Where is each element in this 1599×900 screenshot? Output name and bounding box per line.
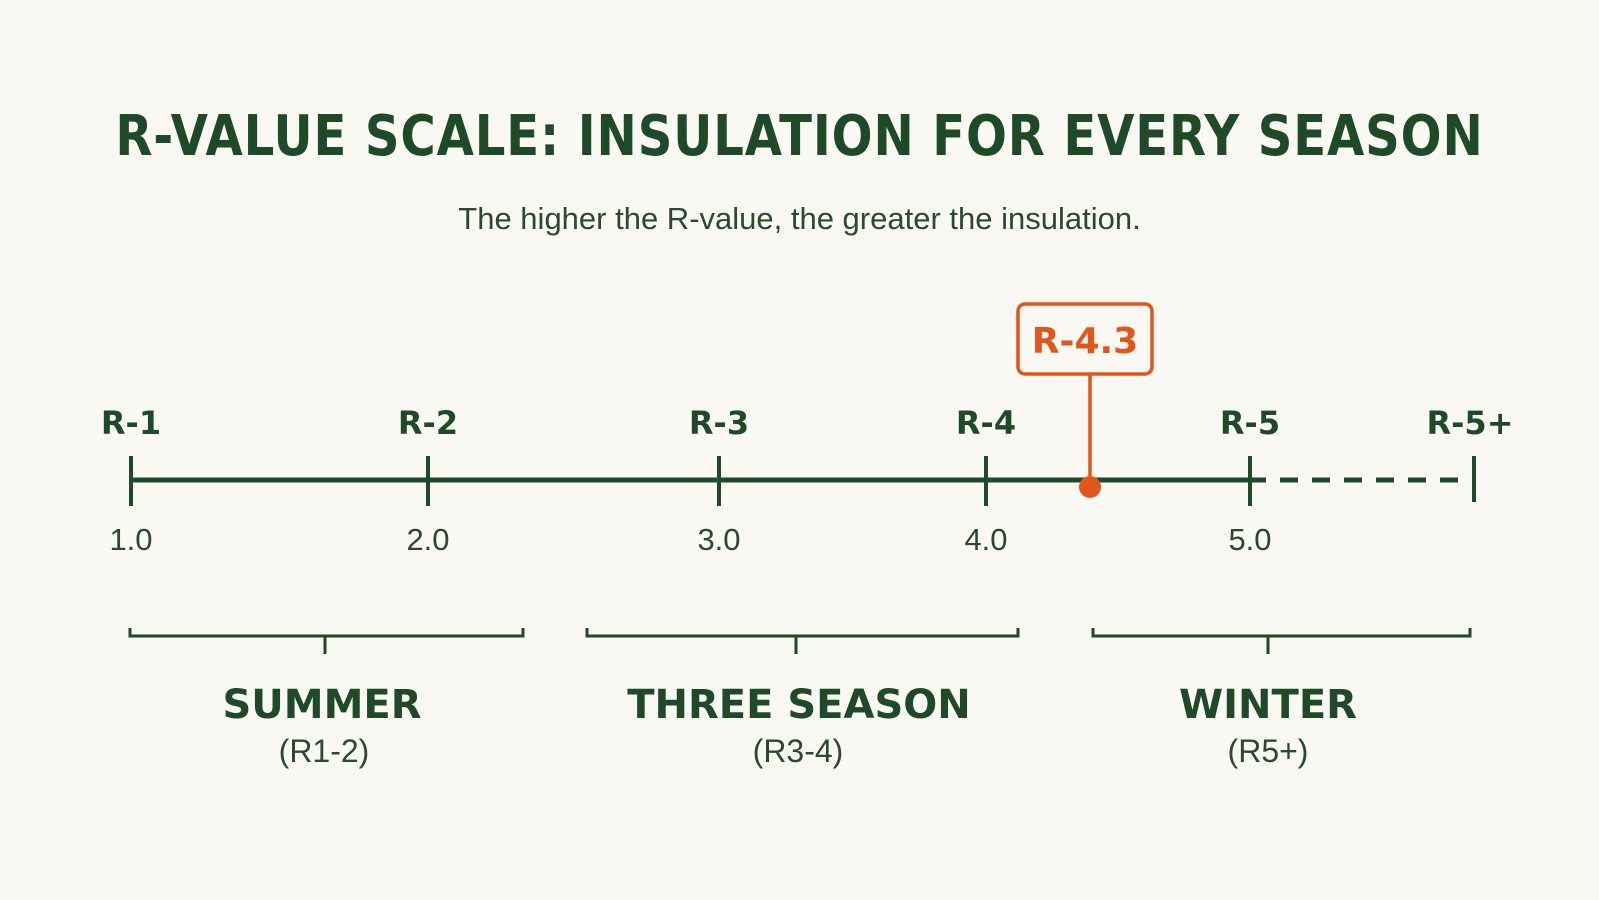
tick-value-label: 5.0 <box>1228 522 1271 557</box>
marker-callout-box <box>1016 302 1154 376</box>
range-brackets <box>128 628 1472 654</box>
marker-dot <box>1079 476 1101 498</box>
diagram-title: R-VALUE SCALE: INSULATION FOR EVERY SEAS… <box>115 104 1484 169</box>
range-name: SUMMER <box>222 682 421 728</box>
range-name: THREE SEASON <box>627 682 971 728</box>
tick-label: R-1 <box>101 404 161 442</box>
scale-ticks <box>129 456 1476 506</box>
diagram-subtitle: The higher the R-value, the greater the … <box>458 201 1141 236</box>
bracket-winter <box>1091 628 1472 638</box>
tick-label: R-3 <box>689 404 749 442</box>
tick-label: R-4 <box>956 404 1016 442</box>
tick-label: R-2 <box>398 404 458 442</box>
tick-label: R-5+ <box>1427 404 1514 442</box>
tick-value-label: 2.0 <box>406 522 449 557</box>
range-name: WINTER <box>1179 682 1357 728</box>
r-value-marker: R-4.3 <box>1016 302 1154 498</box>
range-label: (R3-4) <box>753 733 844 769</box>
tick-label: R-5 <box>1220 404 1280 442</box>
marker-label: R-4.3 <box>1032 321 1138 362</box>
range-label: (R1-2) <box>279 733 370 769</box>
range-label: (R5+) <box>1228 733 1309 769</box>
tick-value-label: 3.0 <box>697 522 740 557</box>
tick-value-label: 4.0 <box>964 522 1007 557</box>
bracket-summer <box>128 628 525 638</box>
tick-value-label: 1.0 <box>109 522 152 557</box>
bracket-three-season <box>585 628 1020 638</box>
